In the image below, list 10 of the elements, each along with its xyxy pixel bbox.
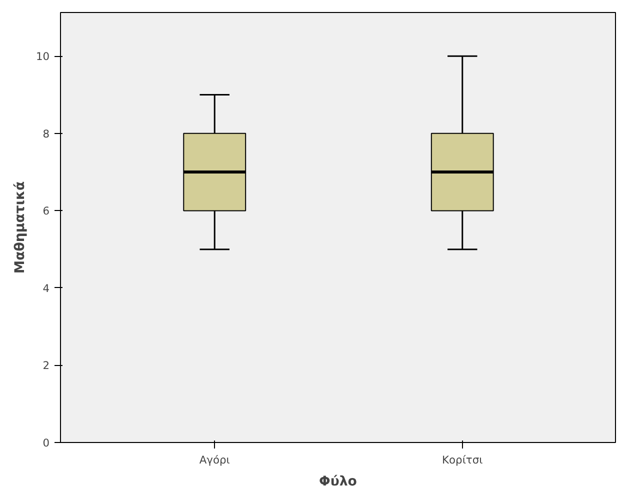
y-tick-label: 8 (42, 127, 50, 140)
y-tick-label: 4 (42, 282, 50, 295)
x-tick-label: Αγόρι (199, 454, 230, 466)
x-axis-title: Φύλο (319, 474, 357, 490)
y-axis-title: Μαθηματικά (12, 181, 28, 274)
y-tick-label: 0 (42, 436, 50, 450)
y-tick-label: 2 (42, 359, 50, 372)
y-tick-label: 6 (42, 204, 50, 218)
y-tick-label: 10 (36, 50, 50, 64)
x-tick-label: Κορίτσι (442, 454, 484, 466)
